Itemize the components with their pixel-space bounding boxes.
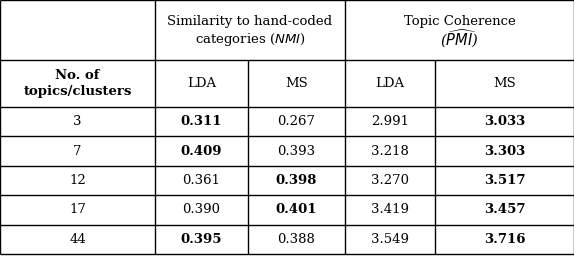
Text: No. of: No. of — [55, 69, 100, 82]
Text: LDA: LDA — [187, 77, 216, 90]
Text: 3.419: 3.419 — [371, 203, 409, 216]
Text: LDA: LDA — [375, 77, 405, 90]
Text: 17: 17 — [69, 203, 86, 216]
Text: topics/clusters: topics/clusters — [24, 85, 131, 98]
Text: 3.517: 3.517 — [484, 174, 525, 187]
Text: 0.311: 0.311 — [181, 115, 222, 128]
Text: MS: MS — [285, 77, 308, 90]
Text: 12: 12 — [69, 174, 86, 187]
Text: 0.401: 0.401 — [276, 203, 317, 216]
Text: 3: 3 — [73, 115, 82, 128]
Text: ($\widehat{PMI}$): ($\widehat{PMI}$) — [440, 28, 479, 50]
Text: 0.390: 0.390 — [183, 203, 220, 216]
Text: categories ($\mathit{NMI}$): categories ($\mathit{NMI}$) — [195, 31, 305, 48]
Text: 44: 44 — [69, 233, 86, 246]
Text: 3.303: 3.303 — [484, 145, 525, 158]
Text: 0.393: 0.393 — [277, 145, 316, 158]
Text: 3.270: 3.270 — [371, 174, 409, 187]
Text: 3.457: 3.457 — [484, 203, 525, 216]
Text: 3.549: 3.549 — [371, 233, 409, 246]
Text: 3.033: 3.033 — [484, 115, 525, 128]
Text: 0.409: 0.409 — [181, 145, 222, 158]
Text: Similarity to hand-coded: Similarity to hand-coded — [168, 15, 332, 27]
Text: 2.991: 2.991 — [371, 115, 409, 128]
Text: 0.398: 0.398 — [276, 174, 317, 187]
Text: 0.361: 0.361 — [183, 174, 220, 187]
Text: 3.218: 3.218 — [371, 145, 409, 158]
Text: 3.716: 3.716 — [484, 233, 525, 246]
Text: 7: 7 — [73, 145, 82, 158]
Text: Topic Coherence: Topic Coherence — [404, 15, 515, 27]
Text: 0.267: 0.267 — [277, 115, 316, 128]
Text: 0.388: 0.388 — [278, 233, 316, 246]
Text: 0.395: 0.395 — [181, 233, 222, 246]
Text: MS: MS — [493, 77, 516, 90]
